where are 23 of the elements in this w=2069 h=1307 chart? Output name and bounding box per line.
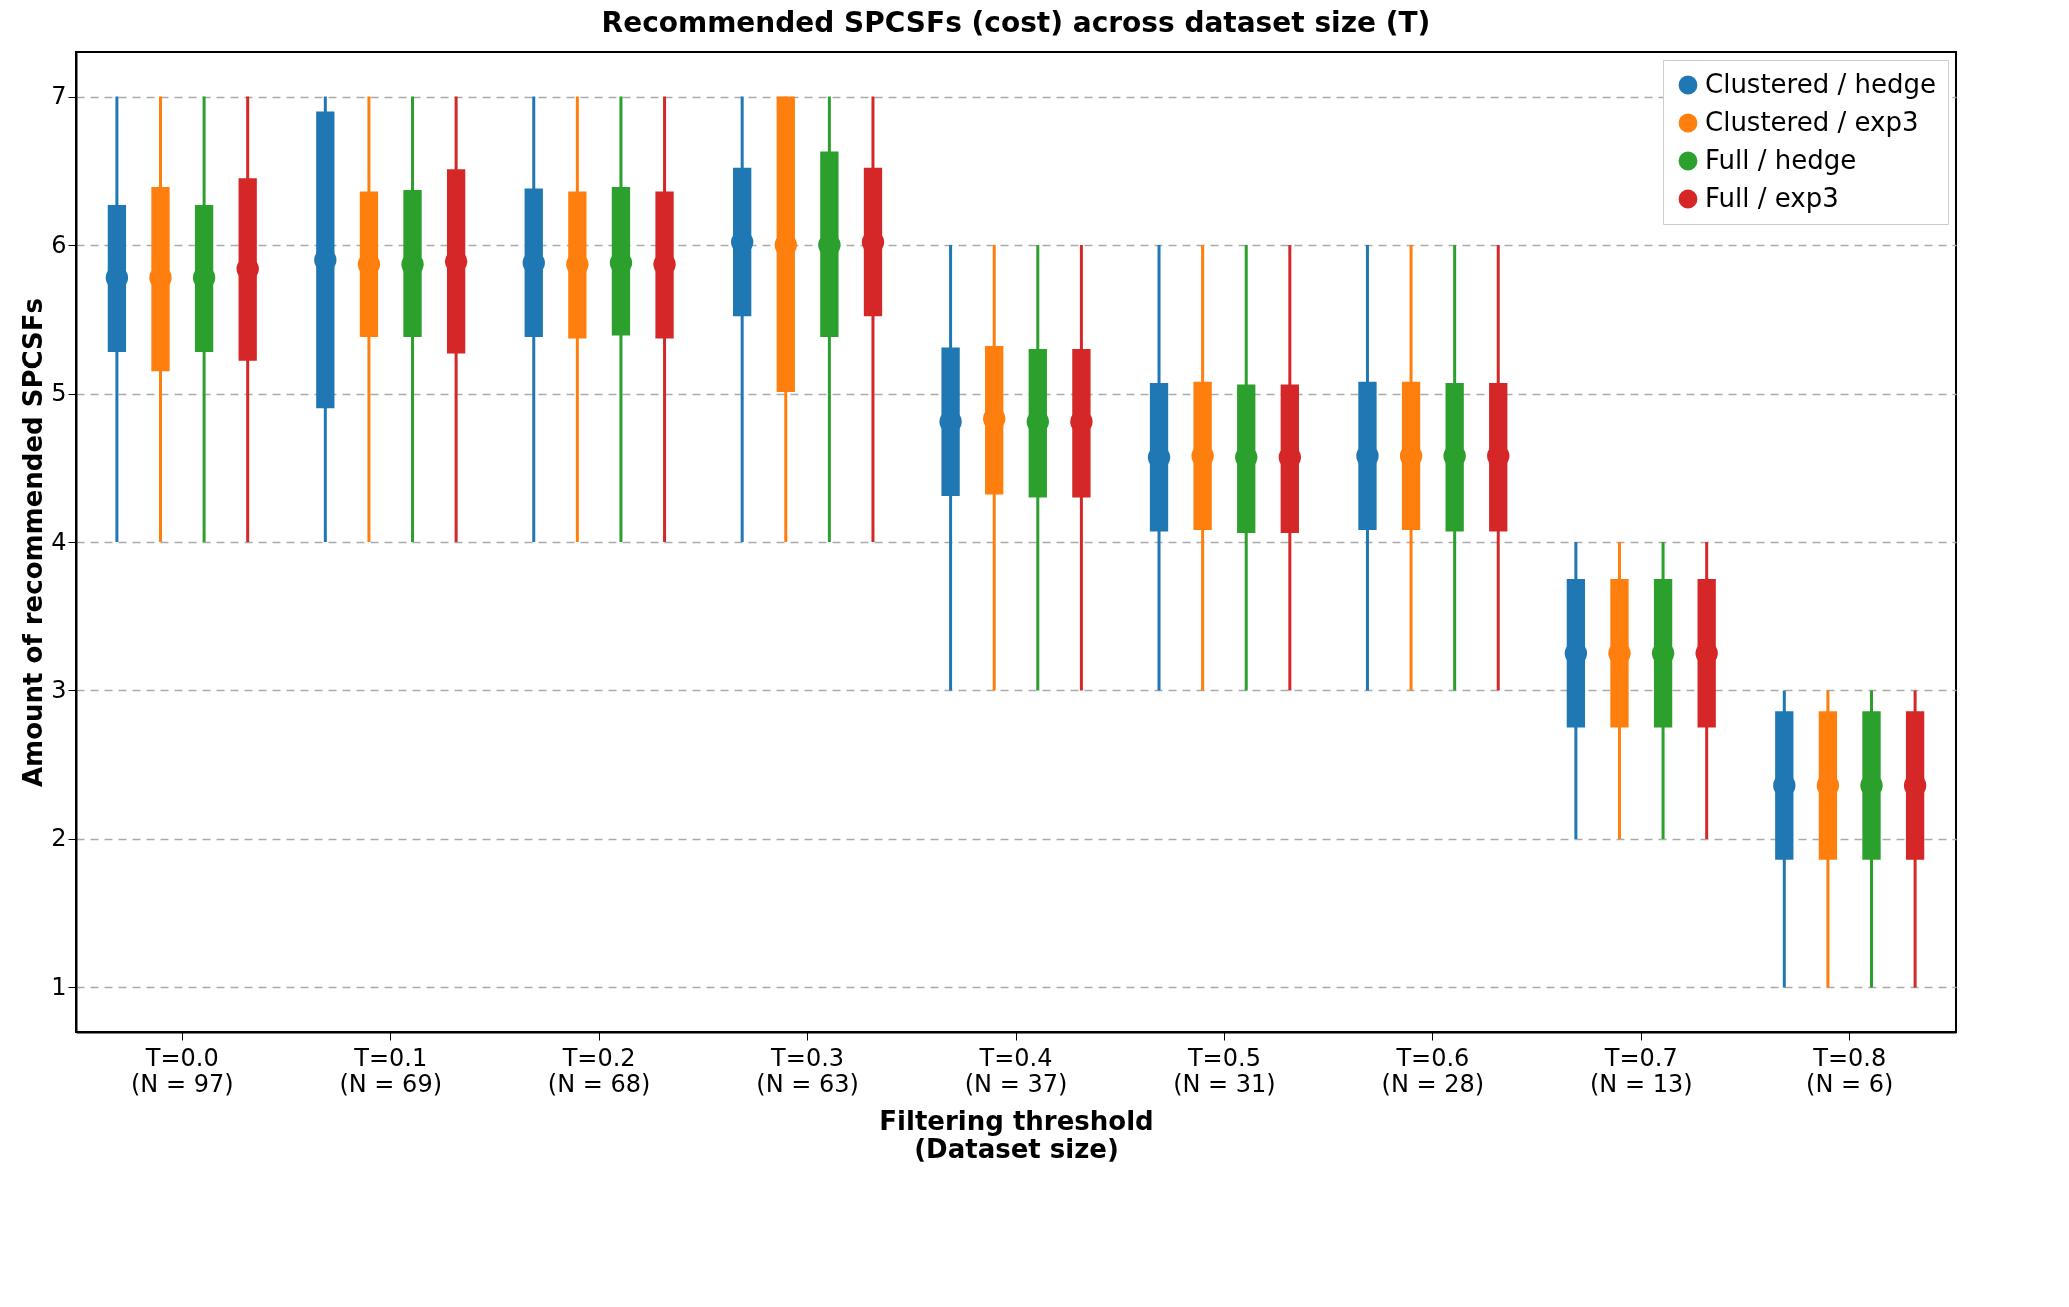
y-tick-label: 1 — [51, 972, 67, 1001]
x-axis-title: Filtering threshold (Dataset size) — [879, 1105, 1154, 1164]
y-tick-label: 2 — [51, 824, 67, 853]
x-tick-label: T=0.5 (N = 31) — [1173, 1043, 1276, 1098]
x-tick-label: T=0.6 (N = 28) — [1381, 1043, 1485, 1098]
y-tick-label: 7 — [51, 82, 67, 111]
x-tick-label: T=0.2 (N = 68) — [547, 1043, 651, 1098]
legend-label: Full / exp3 — [1705, 183, 1839, 213]
y-axis-title: Amount of recommended SPCSFs — [18, 297, 49, 788]
x-tick-label: T=0.1 (N = 69) — [339, 1043, 443, 1098]
legend-label: Clustered / exp3 — [1705, 107, 1919, 137]
x-tick-label: T=0.0 (N = 97) — [131, 1043, 234, 1098]
y-tick-label: 6 — [51, 230, 67, 259]
legend-label: Full / hedge — [1705, 145, 1857, 175]
legend-label: Clustered / hedge — [1705, 69, 1936, 99]
x-tick-label: T=0.4 (N = 37) — [964, 1043, 1068, 1098]
x-tick-label: T=0.3 (N = 63) — [756, 1043, 859, 1098]
y-tick-label: 5 — [51, 379, 67, 408]
x-tick-label: T=0.7 (N = 13) — [1589, 1043, 1693, 1098]
x-tick-label: T=0.8 (N = 6) — [1806, 1043, 1894, 1098]
y-tick-label: 4 — [51, 527, 67, 556]
chart-title: Recommended SPCSFs (cost) across dataset size (T) — [601, 6, 1431, 39]
y-tick-label: 3 — [51, 675, 67, 704]
